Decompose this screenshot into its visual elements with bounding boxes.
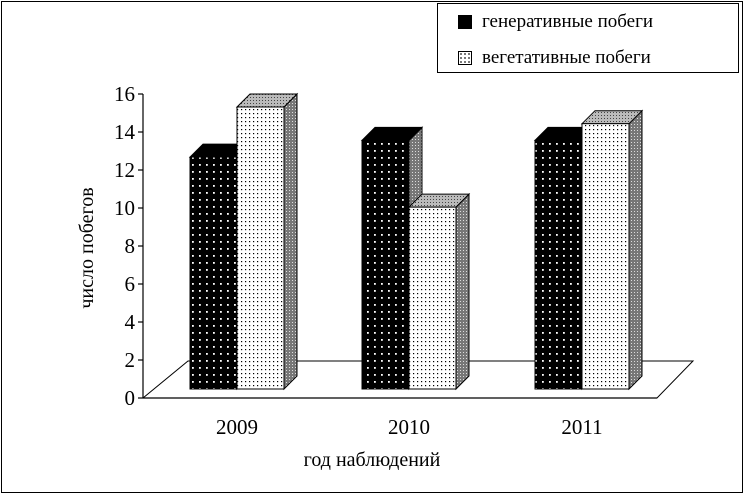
bar-vegetative-2009 [236, 106, 285, 390]
bar-generative-2009 [189, 156, 238, 390]
bar-vegetative-2011 [581, 123, 630, 390]
legend-swatch-generative [458, 15, 472, 29]
y-tick-label: 0 [125, 386, 136, 410]
legend-label-generative: генеративные побеги [482, 11, 654, 32]
x-tick-label: 2010 [388, 415, 430, 439]
bar-vegetative-2010 [408, 206, 457, 390]
y-tick-label: 14 [114, 120, 136, 144]
bar-side-vegetative-2009 [283, 92, 298, 391]
y-tick-label: 4 [125, 310, 136, 334]
bar-generative-2010 [361, 139, 410, 390]
axes: 0 2 4 6 8 10 12 14 16 [114, 82, 657, 410]
y-tick-label: 12 [114, 158, 135, 182]
bar-side-vegetative-2011 [628, 109, 643, 391]
bar-generative-2011 [534, 139, 583, 390]
legend-swatch-vegetative [458, 51, 472, 65]
bar-side-vegetative-2010 [455, 192, 470, 391]
y-tick-label: 6 [125, 272, 136, 296]
x-tick-label: 2011 [561, 415, 602, 439]
x-tick-label: 2009 [216, 415, 258, 439]
x-axis-title: год наблюдений [304, 449, 441, 471]
bars [188, 92, 644, 391]
y-tick-label: 16 [114, 82, 135, 106]
y-axis-title: число побегов [76, 187, 98, 308]
legend-item-vegetative: вегетативные побеги [458, 46, 651, 70]
legend: генеративные побеги вегетативные побеги [437, 3, 739, 73]
y-tick-label: 8 [125, 234, 136, 258]
legend-item-generative: генеративные побеги [458, 10, 653, 34]
y-tick-label: 2 [125, 348, 136, 372]
legend-label-vegetative: вегетативные побеги [482, 47, 651, 68]
y-tick-label: 10 [114, 196, 135, 220]
